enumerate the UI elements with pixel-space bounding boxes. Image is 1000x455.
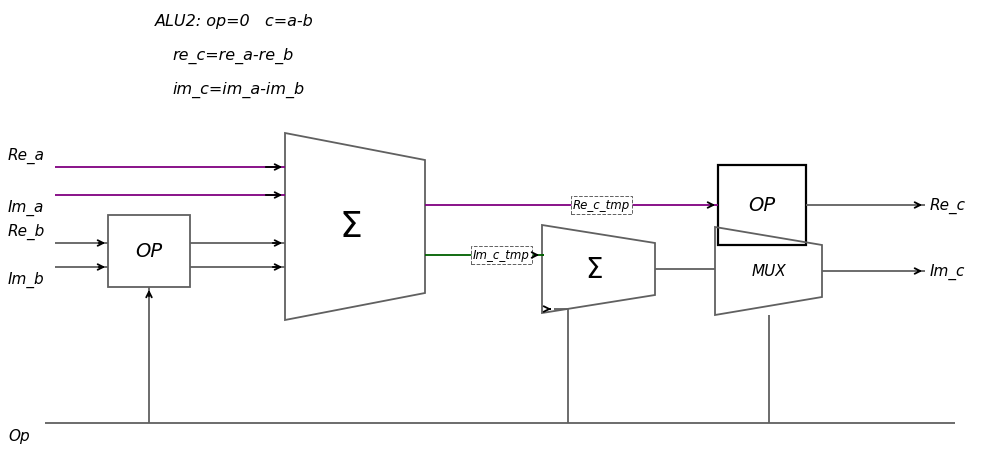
Text: OP: OP — [135, 242, 163, 261]
Text: Im_c_tmp: Im_c_tmp — [473, 249, 530, 262]
Text: Im_a: Im_a — [8, 200, 44, 216]
Text: OP: OP — [748, 196, 776, 215]
Text: Op: Op — [8, 428, 30, 443]
Bar — [108, 216, 190, 288]
Text: Re_b: Re_b — [8, 223, 45, 239]
Text: ALU2: op=0   c=a-b: ALU2: op=0 c=a-b — [155, 14, 314, 29]
Text: re_c=re_a-re_b: re_c=re_a-re_b — [172, 48, 293, 64]
Text: Re_a: Re_a — [8, 147, 45, 164]
Text: $\Sigma$: $\Sigma$ — [585, 255, 602, 283]
Text: Im_c: Im_c — [930, 263, 965, 279]
Text: Im_b: Im_b — [8, 271, 45, 288]
Text: $\Sigma$: $\Sigma$ — [339, 210, 361, 244]
Bar — [718, 166, 806, 245]
Text: Re_c_tmp: Re_c_tmp — [573, 199, 630, 212]
Text: Re_c: Re_c — [930, 197, 966, 214]
Text: im_c=im_a-im_b: im_c=im_a-im_b — [172, 82, 304, 98]
Text: MUX: MUX — [751, 264, 786, 279]
